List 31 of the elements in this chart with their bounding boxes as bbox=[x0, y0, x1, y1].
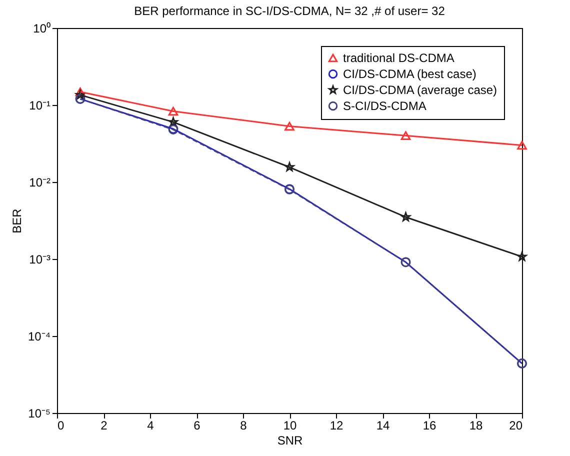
x-tick-label: 10 bbox=[283, 418, 297, 432]
legend-label: traditional DS-CDMA bbox=[343, 51, 454, 65]
x-tick-label: 8 bbox=[240, 418, 248, 432]
point bbox=[400, 131, 411, 140]
legend-label: S-CI/DS-CDMA bbox=[343, 99, 426, 113]
y-axis-title: BER bbox=[10, 208, 24, 234]
x-tick-label: 2 bbox=[100, 418, 108, 432]
x-tick-label: 14 bbox=[376, 418, 390, 432]
x-axis-title: SNR bbox=[277, 434, 303, 448]
legend-label: CI/DS-CDMA (best case) bbox=[343, 67, 476, 81]
point bbox=[517, 252, 527, 261]
x-tick-label: 4 bbox=[147, 418, 154, 432]
point bbox=[168, 106, 178, 116]
legend-label: CI/DS-CDMA (average case) bbox=[343, 83, 498, 97]
chart-title: BER performance in SC-I/DS-CDMA, N= 32 ,# of user= 32 bbox=[134, 4, 446, 18]
y-tick-label: 10⁻⁵ bbox=[28, 406, 51, 420]
y-tick-label: 10⁻² bbox=[29, 176, 51, 190]
x-tick-label: 12 bbox=[330, 418, 344, 432]
point bbox=[517, 140, 527, 150]
x-tick-label: 6 bbox=[194, 418, 201, 432]
point bbox=[284, 122, 294, 131]
point bbox=[75, 88, 86, 96]
x-tick-label: 20 bbox=[509, 418, 523, 432]
y-tick-label: 10⁰ bbox=[33, 22, 50, 36]
y-tick-label: 10⁻³ bbox=[29, 252, 51, 266]
x-tick-label: 18 bbox=[469, 418, 483, 432]
y-tick-label: 10⁻¹ bbox=[29, 98, 51, 112]
x-tick-label: 0 bbox=[58, 418, 64, 432]
x-tick-label: 16 bbox=[422, 418, 436, 432]
point bbox=[284, 162, 294, 172]
y-tick-label: 10⁻⁴ bbox=[28, 330, 50, 344]
